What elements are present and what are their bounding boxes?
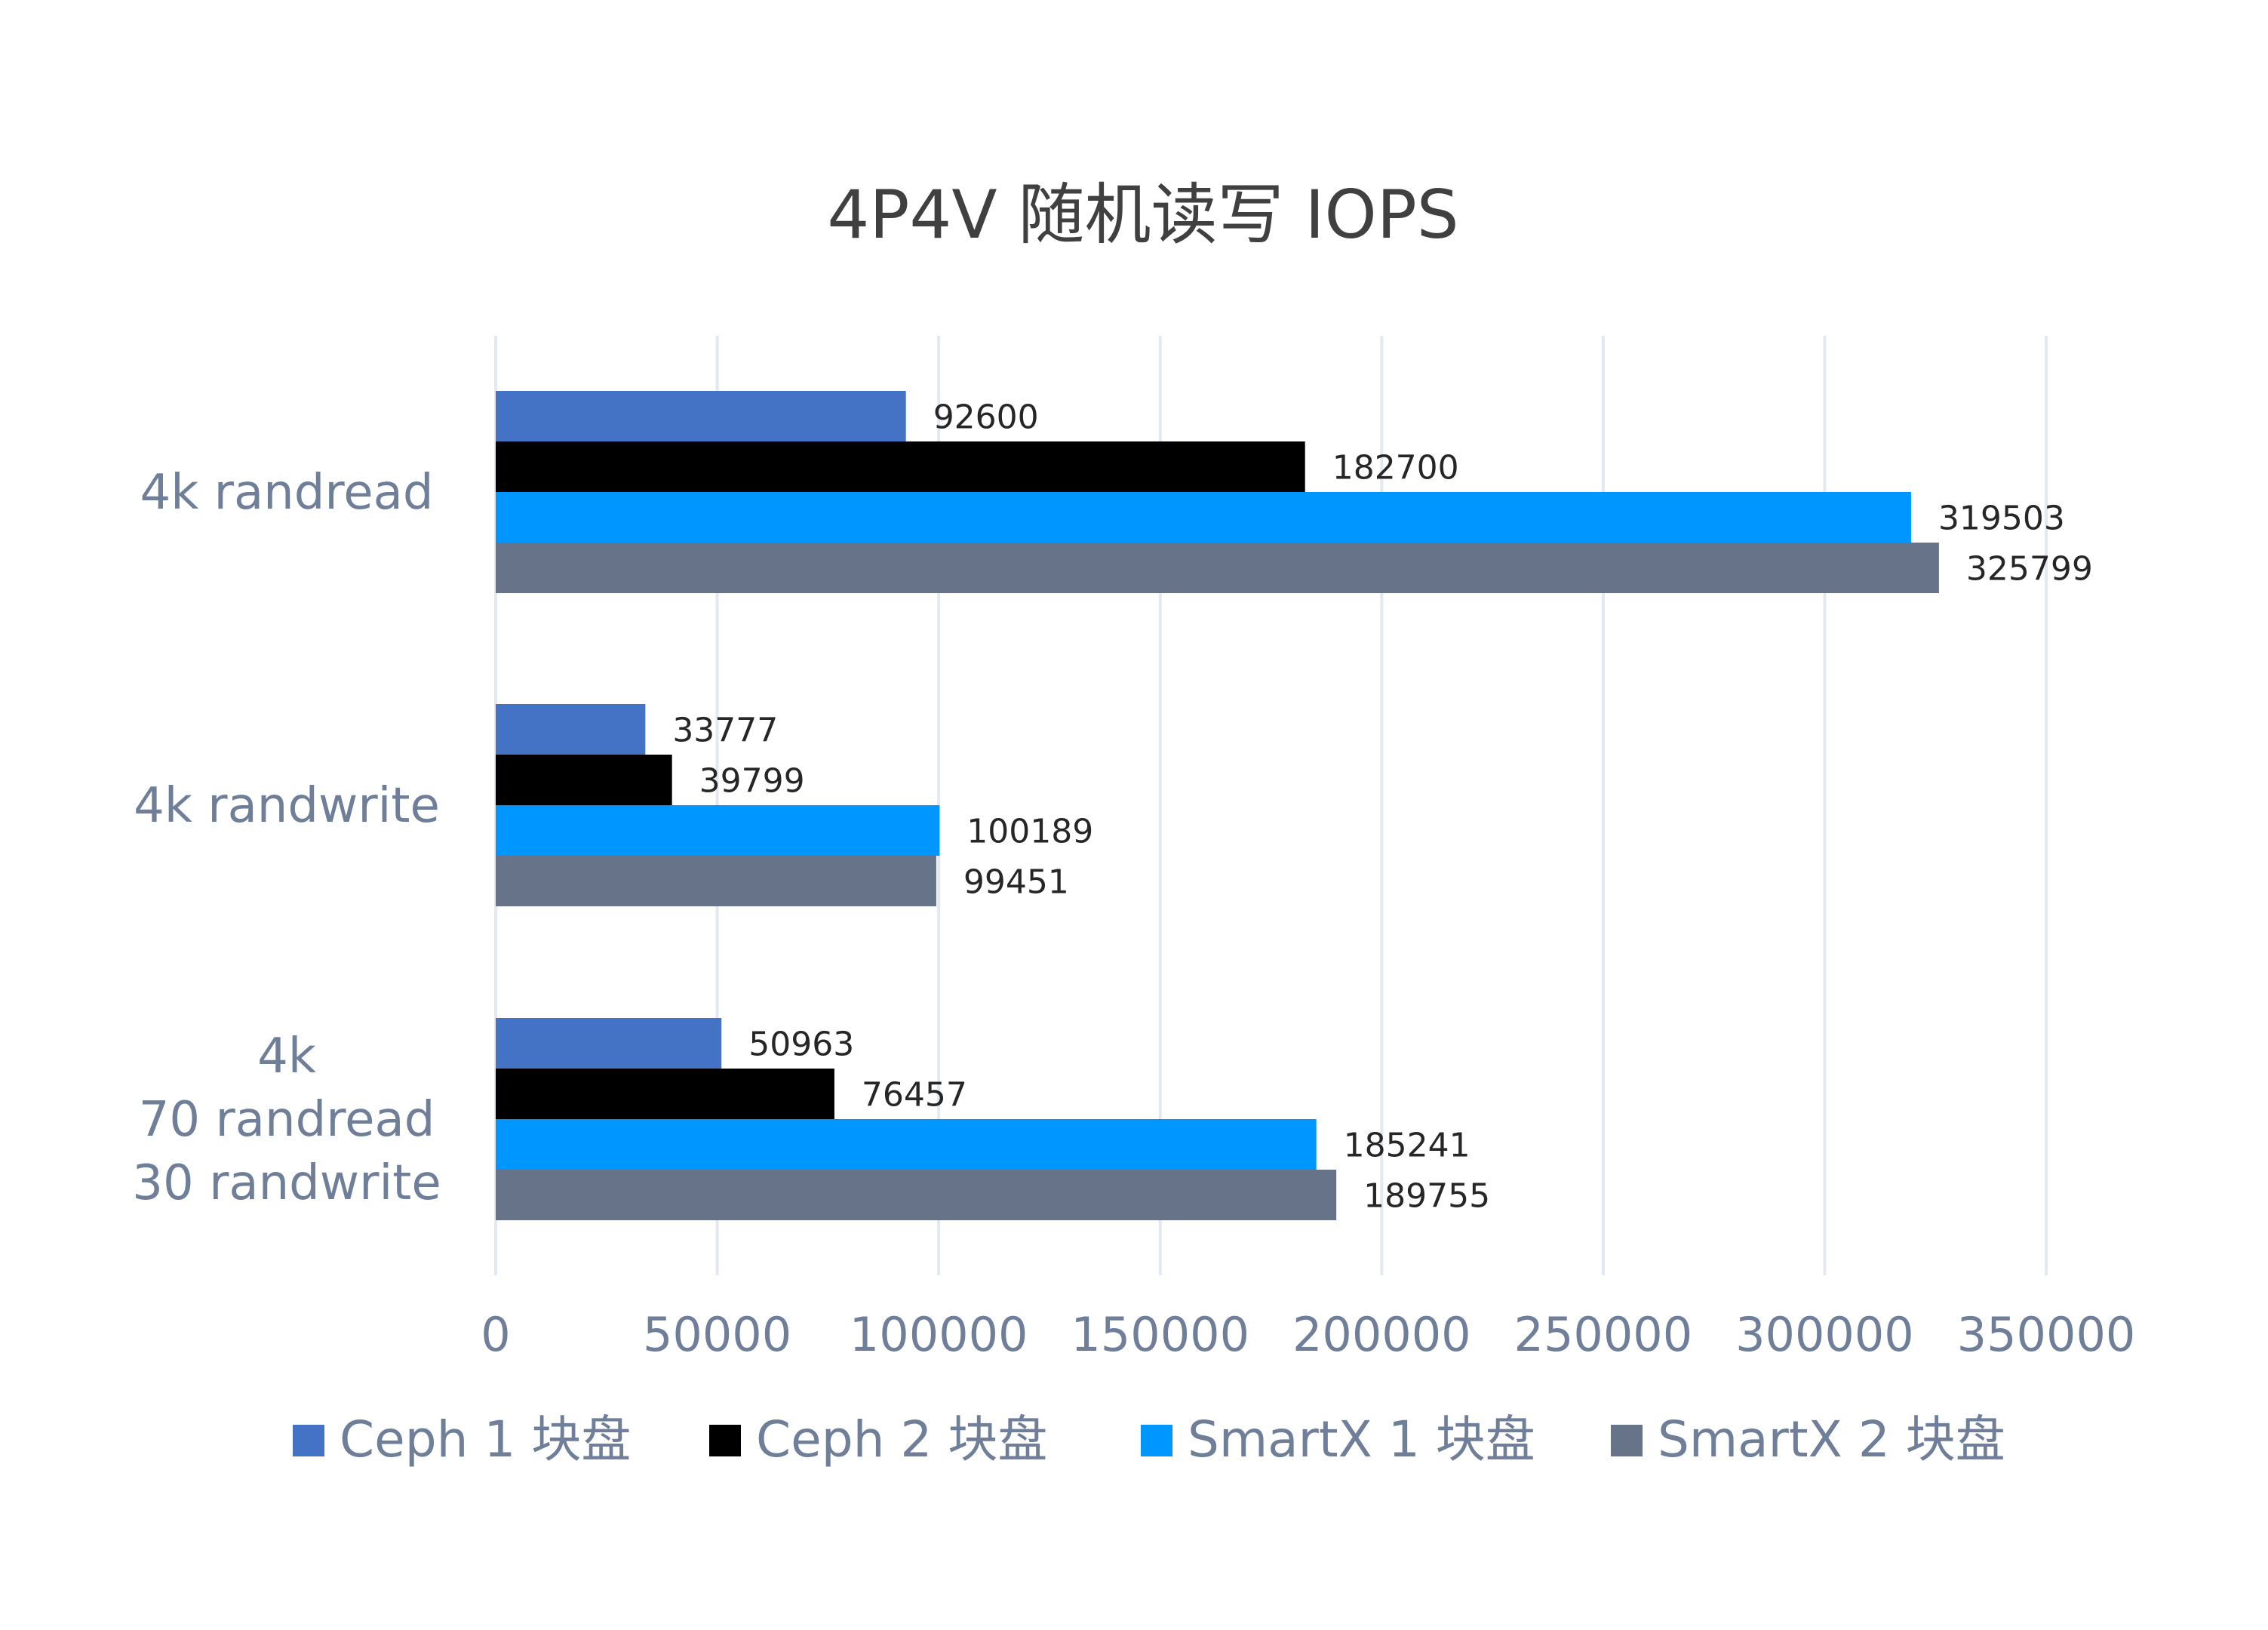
x-tick-label: 350000 <box>1957 1307 2136 1362</box>
data-label: 325799 <box>1966 550 2093 589</box>
data-label: 92600 <box>933 398 1039 437</box>
bar <box>496 391 906 441</box>
data-label: 185241 <box>1344 1127 1471 1165</box>
data-labels: 92600 33777 50963 182700 39799 76457 319503 100… <box>672 398 2093 1216</box>
legend-swatch <box>1141 1425 1172 1456</box>
bar <box>496 543 1939 593</box>
bar <box>496 1018 722 1069</box>
category-labels: 4k randread 4k randwrite 4k 70 randread 30 r… <box>132 465 441 1211</box>
legend-label: SmartX 1 块盘 <box>1188 1410 1535 1469</box>
legend-item: SmartX 2 块盘 <box>1611 1410 2005 1469</box>
data-label: 189755 <box>1363 1177 1490 1216</box>
legend-item: SmartX 1 块盘 <box>1141 1410 1535 1469</box>
x-tick-label: 200000 <box>1292 1307 1471 1362</box>
bar <box>496 704 646 755</box>
legend-swatch <box>293 1425 324 1456</box>
x-tick-label: 0 <box>481 1307 510 1362</box>
data-label: 39799 <box>699 762 805 801</box>
legend-swatch <box>1611 1425 1643 1456</box>
data-label: 100189 <box>967 813 1093 851</box>
legend-item: Ceph 1 块盘 <box>293 1410 631 1469</box>
data-label: 319503 <box>1938 500 2065 538</box>
x-axis-ticks: 0 50000 100000 150000 200000 250000 300000 3500… <box>481 1307 2135 1362</box>
bars <box>496 391 1939 1220</box>
bar <box>496 1119 1317 1170</box>
bar <box>496 856 936 906</box>
legend-label: Ceph 2 块盘 <box>756 1410 1047 1469</box>
data-label: 50963 <box>748 1026 854 1064</box>
legend-swatch <box>709 1425 741 1456</box>
data-label: 99451 <box>963 863 1069 902</box>
bar <box>496 805 940 856</box>
data-label: 33777 <box>672 712 778 750</box>
data-label: 76457 <box>862 1076 967 1115</box>
data-label: 182700 <box>1332 449 1459 487</box>
legend-label: Ceph 1 块盘 <box>340 1410 631 1469</box>
legend-item: Ceph 2 块盘 <box>709 1410 1047 1469</box>
bar <box>496 1170 1337 1220</box>
bar <box>496 755 672 805</box>
x-tick-label: 150000 <box>1071 1307 1249 1362</box>
x-tick-label: 300000 <box>1735 1307 1914 1362</box>
bar <box>496 492 1911 543</box>
bar <box>496 441 1305 492</box>
legend: Ceph 1 块盘 Ceph 2 块盘 SmartX 1 块盘 SmartX 2 块盘 <box>293 1410 2005 1469</box>
chart-title: 4P4V 随机读写 IOPS <box>827 176 1458 254</box>
x-tick-label: 100000 <box>850 1307 1028 1362</box>
bar <box>496 1069 834 1119</box>
x-tick-label: 50000 <box>643 1307 791 1362</box>
category-label: 4k 70 randread 30 randwrite <box>132 1029 441 1211</box>
x-tick-label: 250000 <box>1514 1307 1693 1362</box>
category-label: 4k randwrite <box>134 778 440 834</box>
category-label: 4k randread <box>140 465 434 521</box>
legend-label: SmartX 2 块盘 <box>1658 1410 2005 1469</box>
